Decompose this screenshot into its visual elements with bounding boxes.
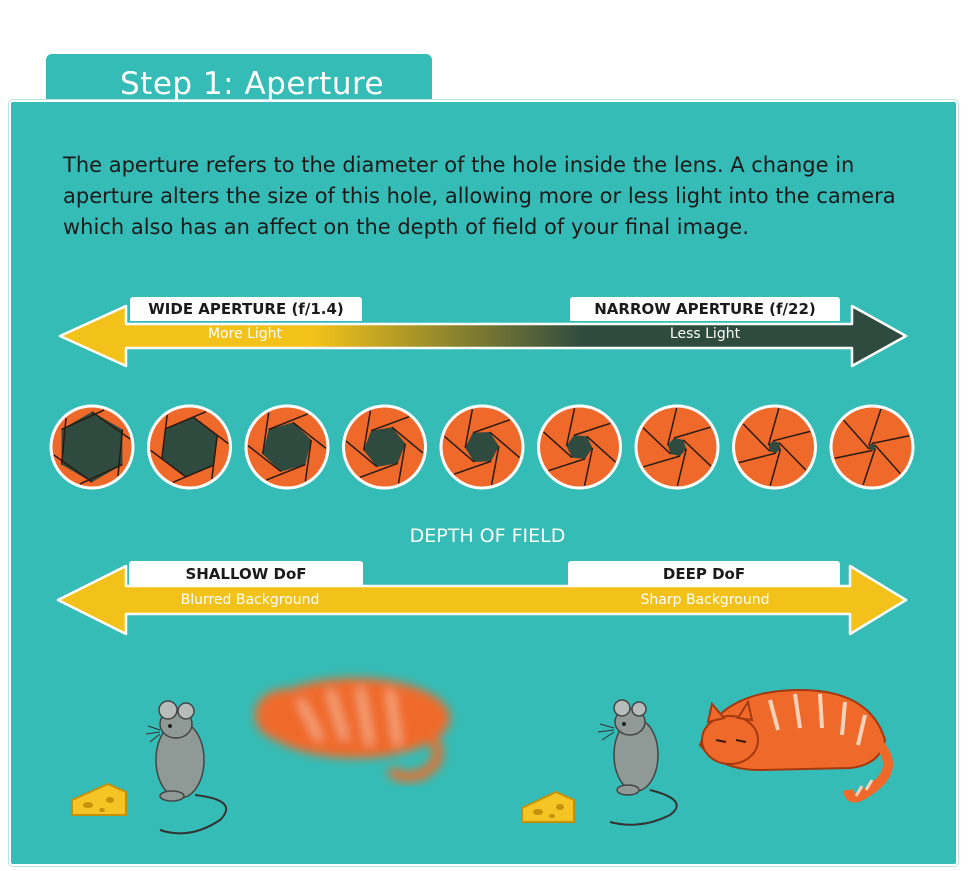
blurred-cat-icon	[255, 678, 450, 782]
aperture-iris-icon	[634, 404, 720, 490]
aperture-iris-icon	[147, 404, 232, 490]
aperture-iris-icon	[732, 404, 817, 490]
shallow-dof-label: SHALLOW DoF	[129, 561, 363, 587]
narrow-aperture-label: NARROW APERTURE (f/22)	[570, 297, 840, 321]
deep-dof-label: DEEP DoF	[568, 561, 840, 587]
sharp-background-label: Sharp Background	[640, 592, 770, 608]
section-title: Step 1: Aperture	[120, 66, 385, 102]
aperture-iris-icon	[537, 404, 622, 490]
aperture-iris-icon	[244, 404, 330, 490]
more-light-label: More Light	[207, 326, 283, 342]
aperture-iris-icon	[439, 404, 525, 490]
cheese-icon	[71, 782, 127, 816]
mouse-icon	[145, 700, 227, 835]
dof-title: DEPTH OF FIELD	[409, 525, 566, 547]
less-light-label: Less Light	[669, 326, 741, 342]
blurred-background-label: Blurred Background	[180, 592, 320, 608]
mouse-icon	[597, 699, 678, 826]
aperture-iris-icon	[342, 404, 427, 490]
sharp-cat-icon	[698, 688, 893, 803]
intro-paragraph: The aperture refers to the diameter of t…	[63, 153, 896, 239]
aperture-iris-icon	[829, 404, 915, 490]
aperture-iris-icon	[49, 404, 135, 490]
cheese-icon	[521, 790, 575, 823]
wide-aperture-label: WIDE APERTURE (f/1.4)	[130, 297, 362, 321]
